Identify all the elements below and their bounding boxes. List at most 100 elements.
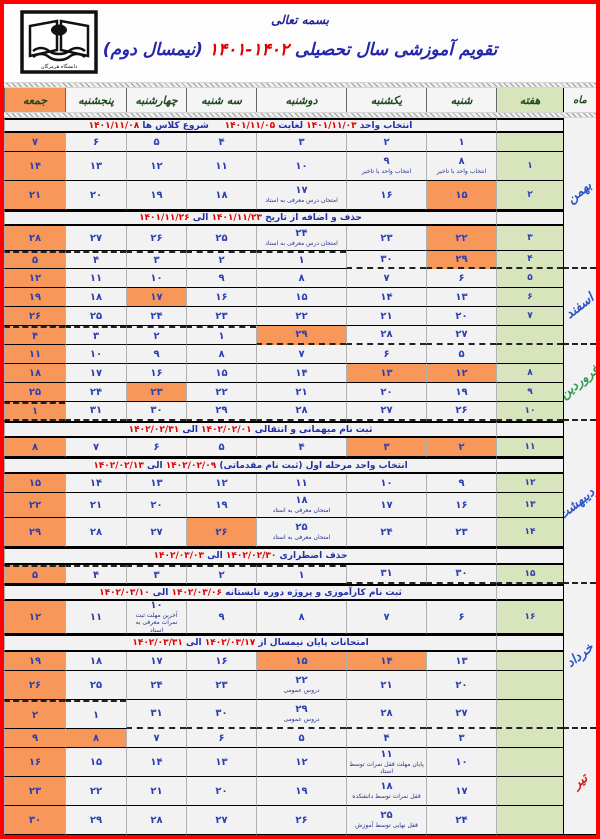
day-number: ۷ (383, 272, 390, 284)
day-number: ۳۰ (455, 568, 468, 579)
title-years: ۱۴۰۲-۱۴۰۱ (208, 40, 289, 60)
day-cell: ۲ (426, 438, 496, 457)
day-number: ۱۸ (215, 189, 228, 201)
day-cell: ۱۵ (65, 748, 126, 777)
day-cell: ۱ (4, 402, 65, 421)
day-number: ۱۸ (89, 291, 103, 303)
day-number: ۱ (458, 136, 465, 148)
day-number: ۲۷ (215, 814, 228, 826)
day-number: ۲۱ (380, 310, 393, 322)
day-cell: ۴ (186, 133, 256, 152)
day-number: ۸ (218, 348, 225, 360)
day-number: ۱۸ (28, 367, 42, 379)
banner-date: ۱۴۰۱/۱۱/۰۸ (88, 120, 140, 131)
banner-text: شروع کلاس ها (139, 120, 225, 131)
day-number: ۲۱ (150, 785, 163, 797)
day-cell: ۲۲ (4, 493, 65, 518)
day-cell: ۱۹ (126, 181, 186, 210)
day-cell: ۱۲ (256, 748, 346, 777)
day-number: ۱۹ (28, 655, 42, 667)
day-number: ۸ (92, 732, 100, 744)
day-number: ۱۹ (28, 291, 42, 303)
day-cell: ۷ (4, 133, 65, 152)
day-number: ۱۰ (455, 756, 468, 768)
day-number: ۱۲ (28, 611, 42, 623)
day-number: ۱۱ (89, 272, 103, 284)
day-cell: ۳ (65, 326, 126, 345)
day-number: ۱۸ (295, 495, 308, 507)
day-cell: ۱۳ (65, 152, 126, 181)
day-number: ۱۷ (295, 185, 308, 197)
day-cell: ۳۱ (65, 402, 126, 421)
day-cell: ۲۷ (126, 518, 186, 547)
day-number: ۱۶ (380, 189, 393, 201)
day-cell: ۱ (65, 700, 126, 729)
day-cell: ۷ (346, 269, 426, 288)
day-cell: ۱۳ (186, 748, 256, 777)
day-number: ۳۱ (150, 708, 163, 719)
day-number: ۲۳ (455, 526, 468, 538)
day-number: ۲۴ (455, 814, 468, 826)
day-cell: ۱۶ (426, 493, 496, 518)
banner-cell: امتحانات پایان نیمسال از ۱۴۰۲/۰۳/۱۷ الی … (4, 634, 496, 652)
week-cell: ۲ (496, 181, 563, 210)
day-cell: ۷ (126, 729, 186, 748)
day-number: ۹ (458, 477, 465, 489)
day-cell: ۱۶ (126, 364, 186, 383)
day-number: ۲۵ (215, 232, 228, 244)
day-cell: ۲۵ (65, 307, 126, 326)
day-number: ۳ (153, 255, 160, 266)
day-number: ۲۳ (215, 679, 228, 691)
day-number: ۲۹ (295, 703, 308, 715)
day-number: ۶ (458, 611, 465, 623)
banner-date: ۱۴۰۲/۰۳/۳۱ (132, 638, 183, 648)
day-number: ۲۵ (89, 310, 103, 322)
day-cell: ۳۰ (346, 251, 426, 269)
day-number: ۵ (298, 732, 305, 744)
day-number: ۲۱ (380, 679, 393, 691)
day-cell: ۹ (426, 474, 496, 493)
day-number: ۱۹ (295, 785, 308, 797)
day-cell: ۶ (65, 133, 126, 152)
day-number: ۹ (218, 611, 225, 623)
banner-date: ۱۴۰۲/۰۲/۱۳ (93, 460, 144, 471)
day-cell: ۱۱ (4, 345, 65, 364)
day-note: امتحان درس معرفی به استاد (265, 197, 338, 205)
day-cell: ۱ (186, 326, 256, 345)
page-title: تقویم آموزشی سال تحصیلی ۱۴۰۲-۱۴۰۱ (نیمسا… (4, 40, 596, 60)
day-note: آخرین مهلت ثبت نمرات معرفی به استاد (135, 612, 178, 634)
day-cell: ۱۲ (186, 474, 256, 493)
day-cell: ۲۳ (186, 307, 256, 326)
day-cell: ۱۴ (256, 364, 346, 383)
day-cell: ۵ (126, 133, 186, 152)
day-cell: ۲۰ (426, 671, 496, 700)
day-number: ۶ (153, 441, 160, 453)
day-cell: ۲ (186, 565, 256, 584)
page-title-area: دانشگاه هرمزگان بسمه تعالی تقویم آموزشی … (4, 4, 596, 82)
month-label: اسفند (563, 290, 596, 322)
day-cell: ۱۲ (4, 269, 65, 288)
day-cell: ۲۸ (346, 700, 426, 729)
day-cell: ۳ (126, 251, 186, 269)
day-number: ۸ (31, 441, 39, 453)
day-number: ۷ (298, 348, 305, 360)
day-number: ۸ (458, 156, 465, 168)
day-cell: ۴ (4, 326, 65, 345)
day-cell: ۲۱ (4, 181, 65, 210)
day-cell: ۱۰ (346, 474, 426, 493)
day-number: ۶ (218, 732, 225, 744)
day-cell: ۸ (256, 269, 346, 288)
day-cell: ۲۶ (426, 402, 496, 421)
day-cell: ۱۵ (256, 652, 346, 671)
week-cell: ۱۶ (496, 601, 563, 634)
day-number: ۱۰ (380, 477, 393, 489)
day-number: ۳ (92, 330, 100, 342)
day-cell: ۱۳ (346, 364, 426, 383)
day-header-saturday: شنبه (426, 88, 496, 112)
day-note: امتحان درس معرفی به استاد (265, 240, 338, 248)
day-note: دروس عمومی (283, 715, 320, 723)
day-number: ۹ (31, 732, 39, 744)
day-number: ۲۹ (215, 405, 228, 416)
day-cell: ۲۰ (186, 777, 256, 806)
day-number: ۲۸ (380, 329, 393, 340)
